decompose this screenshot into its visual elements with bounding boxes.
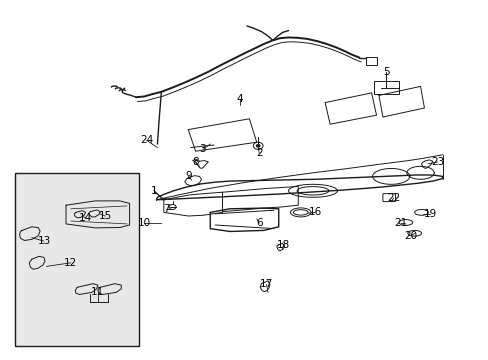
Text: 18: 18: [276, 240, 290, 250]
Text: 23: 23: [430, 157, 444, 167]
Text: 3: 3: [199, 144, 206, 154]
Text: 7: 7: [163, 204, 169, 214]
Text: 4: 4: [236, 94, 243, 104]
Text: 17: 17: [259, 279, 273, 289]
Text: 19: 19: [423, 209, 436, 219]
Text: 5: 5: [382, 67, 389, 77]
Text: 20: 20: [404, 231, 416, 241]
Text: 10: 10: [138, 218, 150, 228]
Text: 6: 6: [255, 218, 262, 228]
Text: 14: 14: [79, 213, 92, 223]
Text: 22: 22: [386, 193, 400, 203]
Text: 2: 2: [255, 148, 262, 158]
Bar: [373, 81, 398, 94]
Text: 13: 13: [37, 236, 51, 246]
Text: 12: 12: [64, 258, 78, 268]
Text: 16: 16: [308, 207, 322, 217]
Text: 11: 11: [91, 287, 104, 297]
Circle shape: [255, 144, 260, 148]
Text: 1: 1: [150, 186, 157, 196]
Text: 9: 9: [184, 171, 191, 181]
Text: 21: 21: [393, 218, 407, 228]
Bar: [365, 57, 376, 65]
Text: 24: 24: [140, 135, 153, 145]
Text: 8: 8: [192, 157, 199, 167]
Bar: [15, 173, 139, 346]
Text: 15: 15: [98, 211, 112, 221]
